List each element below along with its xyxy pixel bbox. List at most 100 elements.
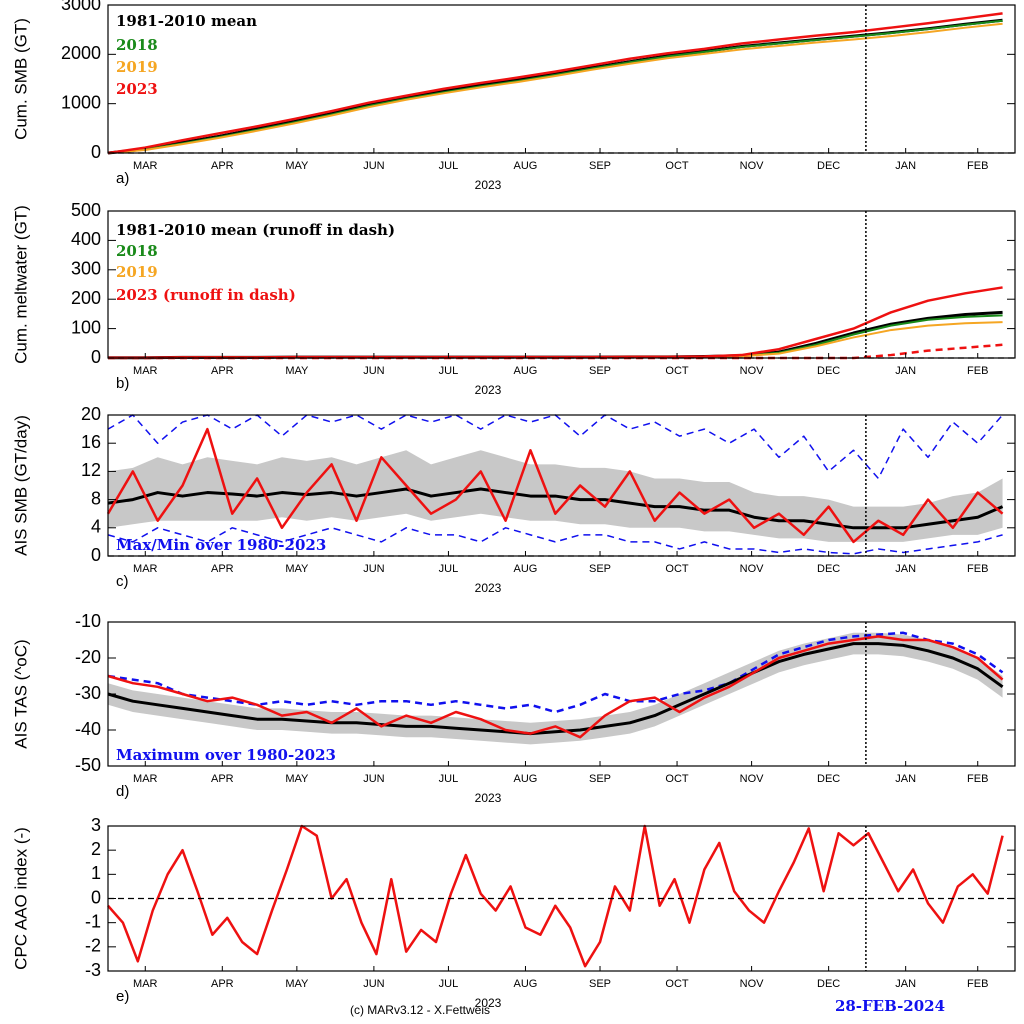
series-line <box>108 321 1003 359</box>
panel-label: e) <box>116 988 129 1005</box>
panel-label: c) <box>116 573 129 590</box>
x-tick-label: FEB <box>967 365 988 377</box>
y-tick-label: 12 <box>81 460 101 480</box>
x-tick-label: JAN <box>895 563 916 575</box>
x-tick-label: NOV <box>740 563 765 575</box>
series-line <box>107 642 1004 736</box>
y-tick-label: 1 <box>91 863 101 883</box>
y-tick-label: 4 <box>91 517 101 537</box>
x-tick-label: JAN <box>895 978 916 990</box>
y-tick-label: -10 <box>75 611 101 631</box>
x-tick-label: JUN <box>363 773 384 785</box>
y-tick-label: 400 <box>71 229 101 249</box>
x-tick-label: JUN <box>363 365 384 377</box>
x-tick-label: JAN <box>895 160 916 172</box>
x-tick-label: MAR <box>133 773 158 785</box>
x-tick-label: MAR <box>133 365 158 377</box>
legend-entry: 2018 <box>116 36 158 54</box>
x-tick-label: AUG <box>514 563 538 575</box>
series-line <box>107 12 1003 155</box>
x-axis-label: 2023 <box>475 581 502 595</box>
y-tick-label: 2 <box>91 839 101 859</box>
x-tick-label: JAN <box>895 773 916 785</box>
x-tick-label: DEC <box>817 773 840 785</box>
x-tick-label: JUL <box>439 160 459 172</box>
series-line <box>107 487 1004 530</box>
legend-entry: 2019 <box>116 58 158 76</box>
y-tick-label: -40 <box>75 719 101 739</box>
legend-entry: 1981-2010 mean (runoff in dash) <box>116 221 395 239</box>
x-tick-label: AUG <box>514 160 538 172</box>
x-tick-label: OCT <box>665 563 689 575</box>
credit: (c) MARv3.12 - X.Fettweis <box>350 1003 490 1017</box>
x-tick-label: SEP <box>589 160 611 172</box>
panel-label: d) <box>116 783 129 800</box>
series-line <box>107 635 1004 739</box>
x-axis-label: 2023 <box>475 178 502 192</box>
x-tick-label: NOV <box>740 978 765 990</box>
y-tick-label: 3000 <box>61 0 101 14</box>
y-axis-label: AIS TAS (^oC) <box>11 639 30 748</box>
x-tick-label: AUG <box>514 978 538 990</box>
x-tick-label: APR <box>211 365 234 377</box>
x-tick-label: OCT <box>665 160 689 172</box>
x-tick-label: NOV <box>740 160 765 172</box>
y-tick-label: -3 <box>85 960 101 980</box>
series-line <box>107 527 1003 555</box>
date: 28-FEB-2024 <box>835 997 945 1015</box>
x-tick-label: OCT <box>665 978 689 990</box>
x-tick-label: APR <box>211 563 234 575</box>
y-tick-label: 20 <box>81 404 101 424</box>
y-tick-label: 300 <box>71 259 101 279</box>
x-tick-label: FEB <box>967 978 988 990</box>
x-tick-label: MAR <box>133 160 158 172</box>
x-tick-label: NOV <box>740 365 765 377</box>
y-tick-label: 8 <box>91 488 101 508</box>
y-tick-label: 500 <box>71 200 101 220</box>
y-tick-label: -1 <box>85 911 101 931</box>
x-tick-label: MAY <box>285 160 309 172</box>
x-tick-label: JUL <box>439 365 459 377</box>
x-axis-label: 2023 <box>475 791 502 805</box>
y-tick-label: -30 <box>75 683 101 703</box>
series-line <box>107 824 1004 968</box>
x-tick-label: MAR <box>133 563 158 575</box>
plot-frame <box>107 210 1016 359</box>
x-tick-label: SEP <box>589 773 611 785</box>
y-tick-label: 0 <box>91 887 101 907</box>
y-tick-label: 16 <box>81 432 101 452</box>
y-tick-label: 200 <box>71 288 101 308</box>
y-tick-label: 2000 <box>61 43 101 63</box>
x-tick-label: DEC <box>817 160 840 172</box>
x-tick-label: OCT <box>665 365 689 377</box>
x-axis-label: 2023 <box>475 383 502 397</box>
x-tick-label: SEP <box>589 365 611 377</box>
y-tick-label: -50 <box>75 755 101 775</box>
y-axis-label: Cum. SMB (GT) <box>11 18 30 140</box>
x-tick-label: MAY <box>285 563 309 575</box>
series-line <box>107 631 1004 714</box>
y-axis-label: AIS SMB (GT/day) <box>11 415 30 556</box>
x-tick-label: FEB <box>967 773 988 785</box>
x-tick-label: APR <box>211 773 234 785</box>
x-tick-label: SEP <box>589 978 611 990</box>
annotation: Maximum over 1980-2023 <box>116 746 336 764</box>
panel-label: a) <box>116 170 129 187</box>
x-tick-label: JUN <box>363 160 384 172</box>
x-tick-label: JUN <box>363 978 384 990</box>
panel-label: b) <box>116 375 129 392</box>
x-tick-label: JUL <box>439 773 459 785</box>
x-tick-label: MAR <box>133 978 158 990</box>
x-axis-label: 2023 <box>475 996 502 1010</box>
y-tick-label: 0 <box>91 347 101 367</box>
x-tick-label: JAN <box>895 365 916 377</box>
x-tick-label: MAY <box>285 365 309 377</box>
x-tick-label: NOV <box>740 773 765 785</box>
y-tick-label: 1000 <box>61 92 101 112</box>
series-line <box>107 22 1003 154</box>
legend-entry: 2019 <box>116 263 158 281</box>
x-tick-label: JUN <box>363 563 384 575</box>
y-tick-label: 0 <box>91 545 101 565</box>
legend-entry: 2023 (runoff in dash) <box>116 286 296 304</box>
